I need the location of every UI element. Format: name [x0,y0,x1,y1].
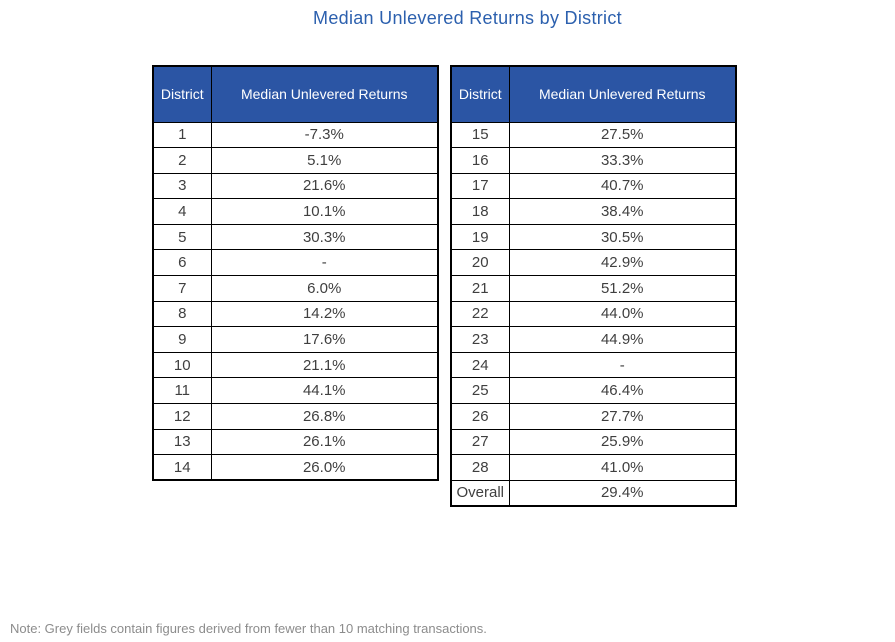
district-cell: 2 [152,147,212,174]
value-cell: 30.3% [210,223,439,251]
table-row: 12 26.8% [152,403,439,430]
table-row: 15 27.5% [450,121,737,149]
district-cell: 28 [450,454,510,481]
district-cell: Overall [450,479,510,507]
district-cell: 26 [450,403,510,430]
table-row: 16 33.3% [450,147,737,174]
table-row: 22 44.0% [450,300,737,328]
district-cell: 27 [450,428,510,456]
district-cell: 16 [450,147,510,174]
column-header-district: District [450,65,510,123]
table-row: 8 14.2% [152,300,439,328]
district-cell: 13 [152,428,212,456]
value-cell: 44.9% [508,326,737,353]
table-row: 27 25.9% [450,428,737,456]
table-row: 2 5.1% [152,147,439,174]
value-cell: 51.2% [508,275,737,302]
district-cell: 9 [152,326,212,353]
district-cell: 4 [152,198,212,225]
table-row: 24- [450,351,737,379]
figure-title: Median Unlevered Returns by District [313,8,622,28]
value-cell: 27.5% [508,121,737,149]
district-cell: 18 [450,198,510,225]
district-cell: 24 [450,351,510,379]
district-cell: 23 [450,326,510,353]
table-row: 17 40.7% [450,172,737,200]
district-cell: 7 [152,275,212,302]
value-cell: - [508,351,737,379]
column-header-district: District [152,65,212,123]
table-row: 14 26.0% [152,454,439,481]
district-cell: 8 [152,300,212,328]
table-row: 4 10.1% [152,198,439,225]
value-cell: 44.0% [508,300,737,328]
district-cell: 14 [152,454,212,481]
value-cell: 33.3% [508,147,737,174]
district-cell: 11 [152,377,212,405]
value-cell: 40.7% [508,172,737,200]
value-cell: 14.2% [210,300,439,328]
value-cell: 21.6% [210,172,439,200]
value-cell: 26.1% [210,428,439,456]
table-row: 13 26.1% [152,428,439,456]
value-cell: 42.9% [508,249,737,277]
district-cell: 19 [450,223,510,251]
value-cell: 26.0% [210,454,439,481]
value-cell: 46.4% [508,377,737,405]
table-row: 28 41.0% [450,454,737,481]
value-cell: 44.1% [210,377,439,405]
value-cell: 5.1% [210,147,439,174]
column-header-returns: Median Unlevered Returns [508,65,737,123]
table-row: 7 6.0% [152,275,439,302]
tables-container: District Median Unlevered Returns 1 -7.3% 2 5… [152,65,737,507]
header-row: District Median Unlevered Returns [152,65,439,123]
value-cell: 17.6% [210,326,439,353]
table-row: 20 42.9% [450,249,737,277]
district-cell: 5 [152,223,212,251]
table-row: 25 46.4% [450,377,737,405]
table-row: 10 21.1% [152,351,439,379]
header-row: District Median Unlevered Returns [450,65,737,123]
value-cell: 30.5% [508,223,737,251]
district-cell: 15 [450,121,510,149]
footnote: Note: Grey fields contain figures derive… [10,621,487,636]
district-cell: 12 [152,403,212,430]
table-row: 18 38.4% [450,198,737,225]
value-cell: -7.3% [210,121,439,149]
table-row: 9 17.6% [152,326,439,353]
table-row: 5 30.3% [152,223,439,251]
value-cell: 29.4% [508,479,737,507]
value-cell: 38.4% [508,198,737,225]
district-cell: 21 [450,275,510,302]
value-cell: 26.8% [210,403,439,430]
district-cell: 17 [450,172,510,200]
district-cell: 22 [450,300,510,328]
district-table-right: District Median Unlevered Returns 15 27.5% 1… [450,65,737,507]
district-cell: 6 [152,249,212,277]
value-cell: 6.0% [210,275,439,302]
table-row: Overall 29.4% [450,479,737,507]
value-cell: 21.1% [210,351,439,379]
table-row: 26 27.7% [450,403,737,430]
value-cell: 10.1% [210,198,439,225]
district-cell: 10 [152,351,212,379]
table-row: 23 44.9% [450,326,737,353]
district-cell: 1 [152,121,212,149]
table-row: 3 21.6% [152,172,439,200]
value-cell: 25.9% [508,428,737,456]
table-row: 6- [152,249,439,277]
table-row: 1 -7.3% [152,121,439,149]
table-row: 11 44.1% [152,377,439,405]
district-cell: 3 [152,172,212,200]
table-row: 19 30.5% [450,223,737,251]
value-cell: - [210,249,439,277]
value-cell: 27.7% [508,403,737,430]
table-row: 21 51.2% [450,275,737,302]
district-cell: 25 [450,377,510,405]
column-header-returns: Median Unlevered Returns [210,65,439,123]
district-cell: 20 [450,249,510,277]
value-cell: 41.0% [508,454,737,481]
district-table-left: District Median Unlevered Returns 1 -7.3% 2 5… [152,65,439,482]
